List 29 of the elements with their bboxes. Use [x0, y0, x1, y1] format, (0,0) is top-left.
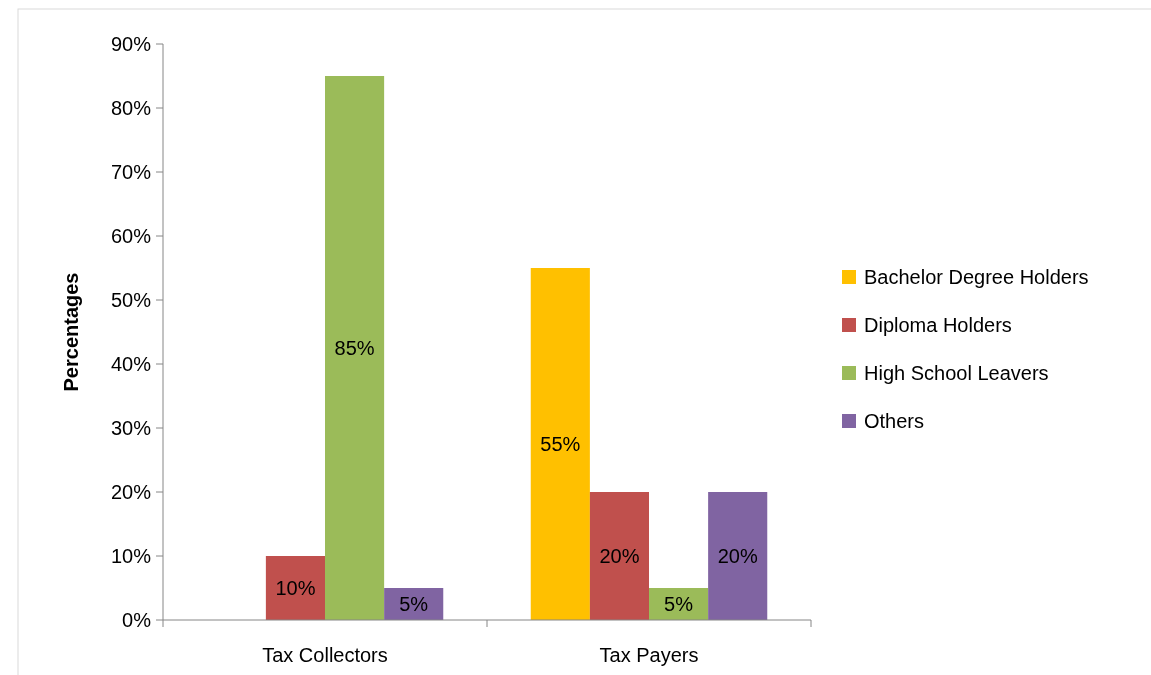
x-tick-label: Tax Collectors [262, 644, 388, 666]
data-label: 5% [399, 593, 429, 615]
data-label: 20% [599, 545, 640, 567]
y-axis-title: Percentages [60, 272, 82, 392]
x-tick-label: Tax Payers [599, 644, 699, 666]
y-tick-label: 30% [110, 417, 152, 439]
y-tick-label: 10% [110, 545, 152, 567]
y-tick-label: 70% [110, 161, 152, 183]
y-tick-label: 90% [110, 33, 152, 55]
legend-label: High School Leavers [864, 362, 1049, 384]
y-tick-label: 40% [110, 353, 152, 375]
y-tick-label: 60% [110, 225, 152, 247]
bar [530, 268, 590, 620]
data-label: 10% [275, 577, 316, 599]
bar [265, 556, 325, 620]
y-tick-label: 20% [110, 481, 152, 503]
y-tick-label: 80% [110, 97, 152, 119]
y-tick-label: 0% [122, 609, 152, 631]
data-label: 20% [717, 545, 758, 567]
data-label: 85% [334, 337, 375, 359]
bar [325, 76, 385, 620]
data-label: 55% [540, 433, 581, 455]
bar [589, 492, 649, 620]
y-tick-label: 50% [110, 289, 152, 311]
legend-label: Bachelor Degree Holders [864, 266, 1089, 288]
bar [708, 492, 768, 620]
legend-label: Diploma Holders [864, 314, 1012, 336]
legend-label: Others [864, 410, 925, 432]
data-label: 5% [664, 593, 694, 615]
